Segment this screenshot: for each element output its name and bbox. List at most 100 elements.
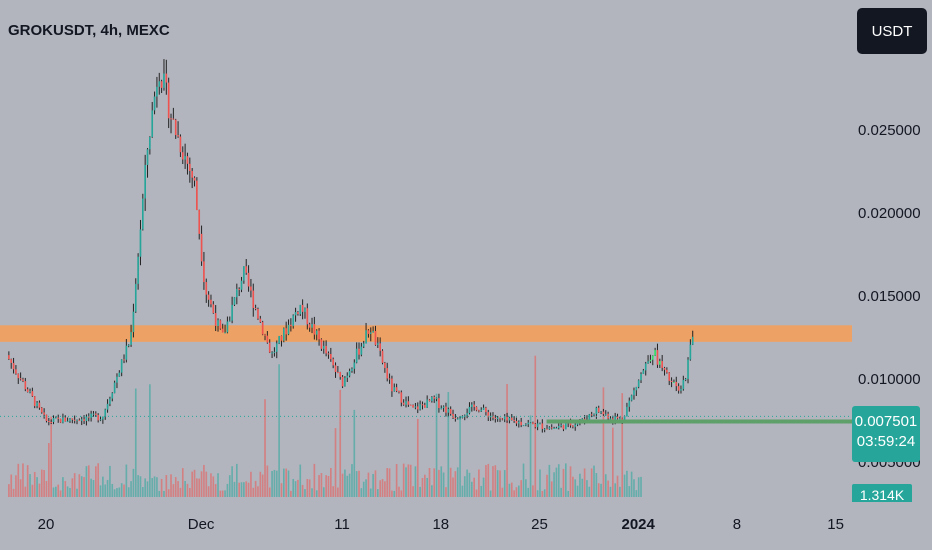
- volume-bar: [200, 471, 203, 497]
- volume-bar: [456, 467, 459, 497]
- volume-bar: [440, 466, 443, 497]
- volume-bar: [374, 470, 377, 497]
- volume-bar: [247, 482, 250, 497]
- volume-bar: [141, 487, 144, 497]
- candle-body: [184, 156, 186, 160]
- volume-bar: [546, 474, 548, 497]
- candle-body: [297, 312, 299, 315]
- volume-bar: [600, 483, 602, 497]
- overlay-layer: [0, 415, 852, 424]
- candle-body: [525, 424, 527, 426]
- volume-bar: [379, 480, 381, 497]
- candle-body: [682, 380, 685, 390]
- candle-body: [687, 359, 689, 379]
- volume-bar: [341, 473, 344, 497]
- candle-body: [50, 421, 52, 423]
- volume-bar: [496, 470, 499, 497]
- volume-bar: [640, 476, 642, 497]
- candle-body: [134, 283, 137, 312]
- candle-body: [219, 320, 222, 329]
- volume-bar: [590, 468, 593, 497]
- volume-bar: [586, 480, 588, 497]
- volume-bar: [71, 478, 74, 497]
- currency-button[interactable]: USDT: [857, 8, 927, 54]
- candle-body: [379, 343, 381, 351]
- candle-body: [367, 330, 370, 334]
- candle-body: [123, 359, 125, 361]
- candle-body: [642, 370, 645, 374]
- candle-body: [501, 418, 504, 420]
- volume-bar: [299, 464, 302, 497]
- volume-bar: [607, 480, 609, 497]
- volume-bar: [43, 470, 45, 497]
- candle-body: [132, 311, 135, 333]
- candle-body: [24, 381, 27, 390]
- candle-body: [609, 418, 612, 420]
- volume-bar: [76, 488, 78, 497]
- last-price-value: 0.007501: [854, 413, 918, 430]
- symbol-title[interactable]: GROKUSDT, 4h, MEXC: [8, 22, 170, 39]
- candle-body: [475, 406, 478, 411]
- volume-bar: [360, 488, 363, 497]
- candle-body: [247, 272, 250, 287]
- volume-bar: [219, 490, 222, 497]
- candle-body: [391, 378, 393, 392]
- volume-bar: [447, 392, 450, 497]
- candle-body: [666, 369, 668, 373]
- candle-body: [43, 412, 45, 415]
- volume-bar: [193, 469, 196, 497]
- candle-body: [395, 387, 398, 392]
- candle-body: [193, 177, 196, 181]
- volume-bar: [548, 464, 551, 497]
- volume-bar: [391, 490, 393, 497]
- volume-bar: [196, 478, 198, 497]
- candle-body: [224, 332, 226, 334]
- candle-body: [569, 421, 572, 426]
- candle-body: [172, 118, 175, 120]
- volume-bar: [160, 478, 163, 497]
- candle-body: [15, 369, 17, 374]
- volume-bar: [461, 485, 464, 497]
- volume-bar: [419, 486, 421, 497]
- candle-body: [440, 407, 443, 409]
- volume-bar: [543, 489, 546, 497]
- candle-body: [623, 416, 626, 420]
- candles-layer: [8, 59, 694, 433]
- volume-bar: [367, 472, 370, 497]
- candle-body: [400, 392, 403, 403]
- candle-body: [207, 294, 210, 300]
- volume-bar: [562, 468, 565, 497]
- candle-body: [402, 402, 405, 405]
- candle-body: [118, 372, 121, 377]
- candle-body: [527, 422, 530, 425]
- volume-bar: [73, 473, 76, 497]
- volume-bar: [485, 465, 487, 497]
- candle-body: [564, 422, 567, 430]
- volume-layer: [8, 355, 642, 497]
- candle-body: [212, 304, 215, 314]
- volume-bar: [395, 464, 398, 497]
- candle-body: [546, 428, 548, 430]
- volume-bar: [294, 481, 297, 497]
- volume-bar: [386, 468, 389, 497]
- volume-bar: [602, 387, 605, 497]
- time-tick-label: 2024: [621, 516, 655, 533]
- volume-bar: [433, 468, 436, 497]
- candle-body: [322, 345, 325, 349]
- volume-bar: [116, 488, 118, 497]
- volume-bar: [348, 473, 351, 497]
- volume-bar: [513, 490, 515, 497]
- candle-body: [677, 386, 680, 391]
- volume-bar: [207, 486, 210, 497]
- volume-bar: [449, 467, 452, 497]
- candle-body: [658, 361, 661, 365]
- candle-body: [419, 404, 421, 410]
- volume-bar: [423, 474, 426, 497]
- candle-body: [374, 330, 377, 345]
- candle-body: [431, 396, 433, 402]
- volume-bar: [614, 483, 616, 497]
- candle-body: [235, 288, 238, 298]
- volume-bar: [334, 428, 337, 497]
- candle-body: [55, 417, 57, 419]
